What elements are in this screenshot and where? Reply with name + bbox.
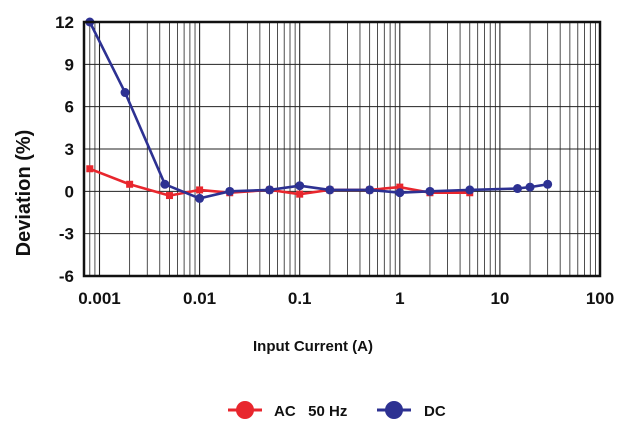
plot-border — [82, 20, 602, 278]
legend-label: DC — [424, 403, 446, 420]
data-point — [196, 186, 204, 194]
x-tick-label: 0.1 — [288, 289, 312, 308]
legend-marker — [236, 401, 254, 419]
grid — [83, 21, 601, 277]
y-axis-title: Deviation (%) — [13, 130, 35, 257]
y-tick-label: 3 — [65, 140, 74, 159]
y-tick-label: -6 — [59, 267, 74, 286]
legend-marker — [385, 401, 403, 419]
data-point — [395, 188, 405, 198]
data-point — [86, 165, 94, 173]
series-line — [88, 21, 548, 200]
data-point — [325, 185, 335, 195]
data-point — [165, 192, 173, 200]
x-tick-label: 0.001 — [78, 289, 121, 308]
y-tick-label: 12 — [55, 13, 74, 32]
data-point — [365, 185, 375, 195]
data-point — [120, 88, 130, 98]
data-point — [225, 186, 235, 196]
series-line — [89, 167, 470, 197]
y-tick-label: -3 — [59, 225, 74, 244]
data-point — [195, 193, 205, 203]
data-point — [296, 190, 304, 198]
data-point — [160, 179, 170, 189]
y-tick-label: 6 — [65, 98, 74, 117]
x-tick-labels: 0.001 0.01 0.1 1 10 100 — [78, 289, 614, 308]
x-tick-label: 100 — [586, 289, 614, 308]
data-point — [465, 185, 475, 195]
x-tick-label: 0.01 — [183, 289, 216, 308]
series-ac — [86, 165, 474, 200]
data-point — [396, 183, 404, 191]
y-tick-label: 0 — [65, 182, 74, 201]
data-point — [425, 186, 435, 196]
data-point — [513, 184, 523, 194]
legend: AC 50 Hz DC — [228, 401, 446, 420]
data-point — [126, 180, 134, 188]
series-layer — [85, 17, 553, 203]
series-dc — [85, 17, 553, 203]
x-tick-label: 1 — [395, 289, 404, 308]
data-point — [543, 179, 553, 189]
y-tick-labels: 12 9 6 3 0 -3 -6 — [55, 13, 74, 286]
legend-label: AC 50 Hz — [274, 403, 347, 420]
x-axis-title: Input Current (A) — [253, 338, 373, 355]
legend-item-ac: AC 50 Hz — [228, 401, 347, 420]
data-point — [265, 185, 275, 195]
y-tick-label: 9 — [65, 55, 74, 74]
data-point — [295, 181, 305, 191]
x-tick-label: 10 — [490, 289, 509, 308]
legend-item-dc: DC — [377, 401, 446, 420]
data-point — [525, 182, 535, 192]
